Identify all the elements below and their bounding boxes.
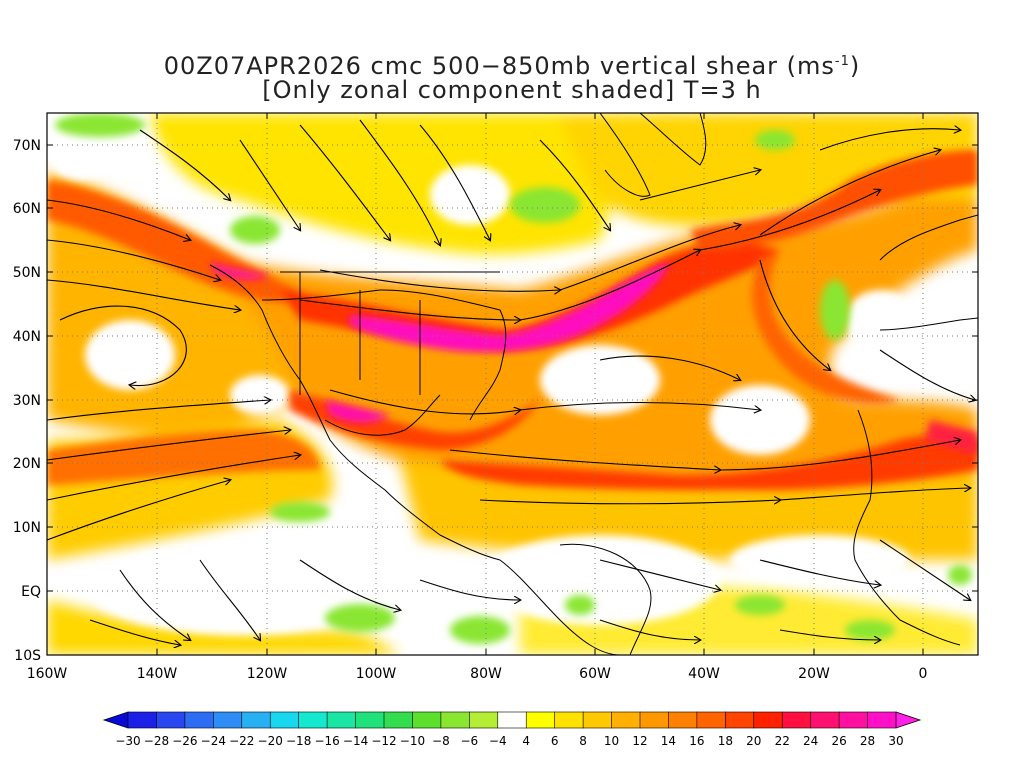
lon-label: 40W bbox=[688, 666, 720, 682]
colorbar-swatch bbox=[810, 711, 840, 729]
colorbar-swatch bbox=[326, 711, 357, 729]
title-line1-close: ) bbox=[849, 52, 861, 80]
colorbar-label: −30 bbox=[115, 734, 140, 748]
colorbar-label: 18 bbox=[718, 734, 733, 748]
plot-area bbox=[47, 113, 978, 655]
colorbar-label: −10 bbox=[400, 734, 425, 748]
colorbar-label: 22 bbox=[775, 734, 790, 748]
colorbar-label: 4 bbox=[522, 734, 530, 748]
colorbar-labels: −30 −28 −26 −24 −22 −20 −18 −16 −14 −12 −10 −8 −6 −4 4… bbox=[115, 734, 903, 748]
title-unit-superscript: -1 bbox=[834, 54, 850, 69]
colorbar-swatch bbox=[241, 711, 271, 729]
colorbar-swatch bbox=[725, 711, 755, 729]
streamlines bbox=[47, 119, 975, 645]
colorbar-swatch bbox=[184, 711, 214, 729]
coastlines bbox=[209, 113, 978, 655]
colorbar-label: 6 bbox=[551, 734, 559, 748]
lon-label: 100W bbox=[356, 666, 397, 682]
colorbar-label: 24 bbox=[803, 734, 818, 748]
lon-label: 140W bbox=[137, 666, 178, 682]
colorbar-swatch bbox=[355, 711, 385, 729]
colorbar-label: 14 bbox=[661, 734, 676, 748]
lat-label: 60N bbox=[13, 201, 41, 217]
colorbar-label: −12 bbox=[371, 734, 396, 748]
colorbar-swatch bbox=[639, 711, 670, 729]
colorbar-label: −8 bbox=[432, 734, 450, 748]
lat-label: 10S bbox=[14, 648, 41, 664]
colorbar-label: 28 bbox=[860, 734, 875, 748]
lon-label: 20W bbox=[798, 666, 830, 682]
colorbar-swatch bbox=[611, 711, 641, 729]
colorbar-label: 16 bbox=[689, 734, 704, 748]
colorbar-swatch bbox=[440, 711, 470, 729]
lon-label: 0 bbox=[919, 666, 928, 682]
colorbar-label: −4 bbox=[489, 734, 507, 748]
colorbar-over-triangle bbox=[895, 711, 922, 729]
colorbar-label: 20 bbox=[746, 734, 761, 748]
colorbar-label: −14 bbox=[343, 734, 368, 748]
colorbar-swatch bbox=[696, 711, 726, 729]
colorbar-label: −26 bbox=[172, 734, 197, 748]
colorbar-label: 30 bbox=[888, 734, 903, 748]
colorbar-label: 26 bbox=[831, 734, 846, 748]
lat-label: 30N bbox=[13, 393, 41, 409]
colorbar-label: −24 bbox=[201, 734, 226, 748]
colorbar-swatch bbox=[525, 711, 556, 729]
colorbar-swatch bbox=[668, 711, 698, 729]
lon-label: 60W bbox=[579, 666, 611, 682]
title-line1-text: 00Z07APR2026 cmc 500−850mb vertical shea… bbox=[163, 52, 835, 80]
colorbar-swatch bbox=[469, 711, 499, 729]
colorbar-swatch bbox=[781, 711, 812, 729]
lat-label: EQ bbox=[21, 584, 41, 600]
colorbar-label: 12 bbox=[632, 734, 647, 748]
lat-label: 50N bbox=[13, 265, 41, 281]
latitude-labels: 70N 60N 50N 40N 30N 20N 10N EQ 10S bbox=[13, 138, 41, 664]
lon-label: 120W bbox=[247, 666, 288, 682]
lat-label: 20N bbox=[13, 456, 41, 472]
colorbar-swatch bbox=[269, 711, 300, 729]
colorbar-swatch bbox=[298, 711, 328, 729]
colorbar-swatch bbox=[127, 711, 158, 729]
colorbar-swatch bbox=[838, 711, 869, 729]
colorbar-swatch bbox=[753, 711, 783, 729]
colorbar-swatch bbox=[554, 711, 584, 729]
colorbar-swatch bbox=[383, 711, 414, 729]
lat-label: 70N bbox=[13, 138, 41, 154]
lat-label: 40N bbox=[13, 329, 41, 345]
lon-label: 160W bbox=[27, 666, 68, 682]
colorbar-label: −6 bbox=[460, 734, 478, 748]
colorbar-label: 10 bbox=[604, 734, 619, 748]
longitude-labels: 160W 140W 120W 100W 80W 60W 40W 20W 0 bbox=[27, 666, 928, 682]
graticule bbox=[47, 113, 978, 655]
colorbar-swatch bbox=[497, 711, 527, 729]
colorbar-label: −18 bbox=[286, 734, 311, 748]
colorbar-swatch bbox=[867, 711, 897, 729]
map-title-line2: [Only zonal component shaded] T=3 h bbox=[262, 76, 762, 104]
colorbar-swatch bbox=[582, 711, 613, 729]
colorbar-label: 8 bbox=[579, 734, 587, 748]
map-title-line1: 00Z07APR2026 cmc 500−850mb vertical shea… bbox=[0, 48, 1024, 80]
plot-frame bbox=[46, 112, 979, 656]
colorbar-label: −22 bbox=[229, 734, 254, 748]
colorbar-label: −28 bbox=[144, 734, 169, 748]
colorbar-swatch bbox=[156, 711, 186, 729]
axis-ticks bbox=[46, 113, 978, 656]
lon-label: 80W bbox=[470, 666, 502, 682]
colorbar-under-triangle bbox=[102, 711, 129, 729]
colorbar bbox=[102, 711, 922, 729]
colorbar-swatch bbox=[213, 711, 243, 729]
colorbar-swatch bbox=[412, 711, 442, 729]
colorbar-label: −20 bbox=[258, 734, 283, 748]
colorbar-label: −16 bbox=[314, 734, 339, 748]
lat-label: 10N bbox=[13, 520, 41, 536]
